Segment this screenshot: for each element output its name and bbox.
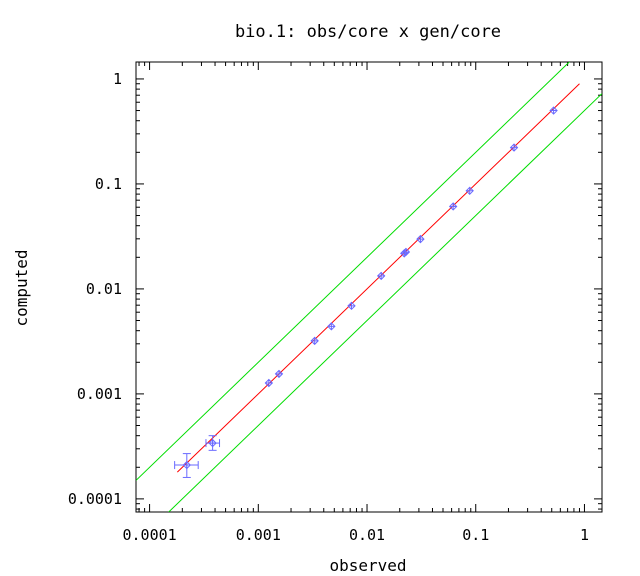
x-tick-label: 1 <box>580 526 589 544</box>
x-tick-label: 0.01 <box>349 526 385 544</box>
y-tick-label: 0.0001 <box>68 490 122 508</box>
plot-frame <box>135 61 603 513</box>
x-tick-label: 0.0001 <box>122 526 176 544</box>
y-tick-label: 0.001 <box>77 385 122 403</box>
y-tick-label: 0.1 <box>95 175 122 193</box>
identity-line <box>176 83 580 473</box>
x-tick-label: 0.1 <box>462 526 489 544</box>
data-point <box>182 460 192 470</box>
data-point <box>264 378 274 388</box>
data-point <box>327 322 336 331</box>
plot-area: 0.0001 0.001 0.01 0.1 1 0.0001 0.001 0.01 0.1 1 <box>68 61 603 544</box>
data-point <box>310 336 319 346</box>
data-point <box>208 438 217 448</box>
data-point <box>401 247 411 257</box>
data-point <box>465 186 474 196</box>
data-point <box>347 301 356 311</box>
x-axis-label: observed <box>329 556 406 575</box>
data-point <box>549 106 558 115</box>
chart-title: bio.1: obs/core x gen/core <box>235 22 501 42</box>
y-axis-label: computed <box>12 249 31 326</box>
tolerance-band-line <box>168 93 602 512</box>
data-point <box>416 234 425 244</box>
x-tick-label: 0.001 <box>236 526 281 544</box>
y-tick-label: 0.01 <box>86 280 122 298</box>
tolerance-band-line <box>136 62 570 481</box>
data-point <box>376 271 386 281</box>
data-point <box>274 369 284 379</box>
data-point <box>448 202 458 211</box>
y-tick-label: 1 <box>113 70 122 88</box>
data-point <box>509 143 519 152</box>
